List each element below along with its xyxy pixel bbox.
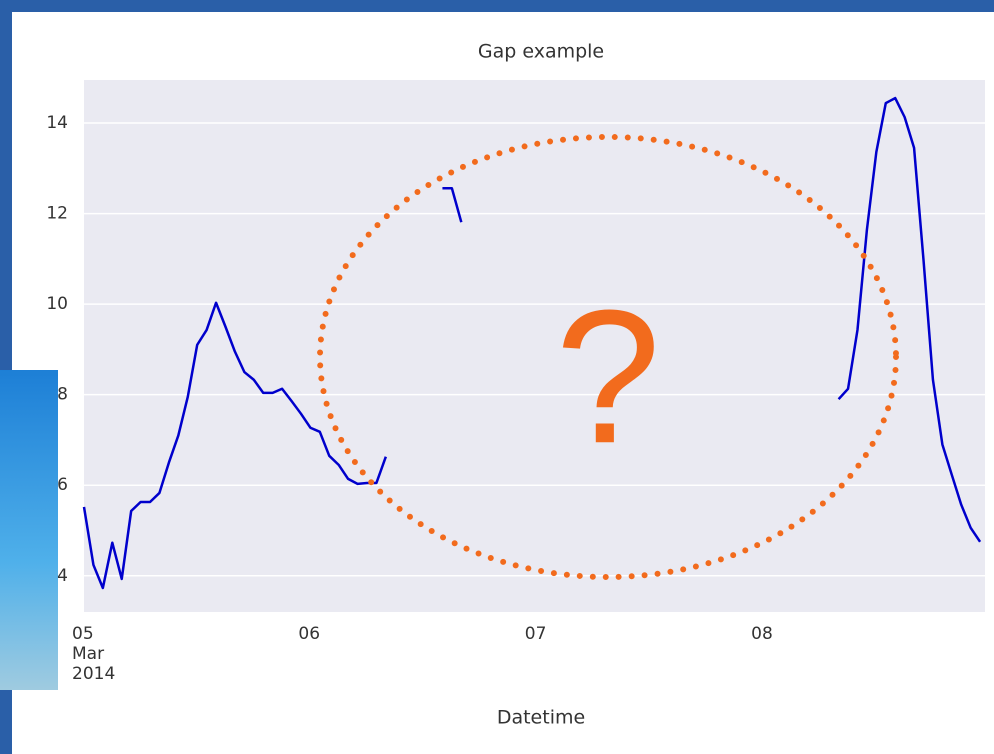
- x-tick-label: 05 Mar 2014: [72, 624, 116, 684]
- y-tick-label: 6: [57, 475, 68, 495]
- y-tick-label: 14: [46, 113, 68, 133]
- x-axis-label: Datetime: [497, 707, 585, 729]
- plot-area: [84, 80, 985, 612]
- y-tick-label: 4: [57, 566, 68, 586]
- background-photo: [0, 370, 58, 690]
- annotation: ?: [555, 271, 661, 483]
- y-tick-label: 10: [46, 294, 68, 314]
- highlight-ellipse: [317, 134, 899, 580]
- y-tick-label: 8: [57, 385, 68, 405]
- data-line: [82, 96, 982, 590]
- chart-title: Gap example: [478, 41, 604, 63]
- x-tick-label: 08: [751, 624, 773, 644]
- y-tick-label: 12: [46, 204, 68, 224]
- x-tick-label: 06: [298, 624, 321, 644]
- x-tick-label: 07: [524, 624, 547, 644]
